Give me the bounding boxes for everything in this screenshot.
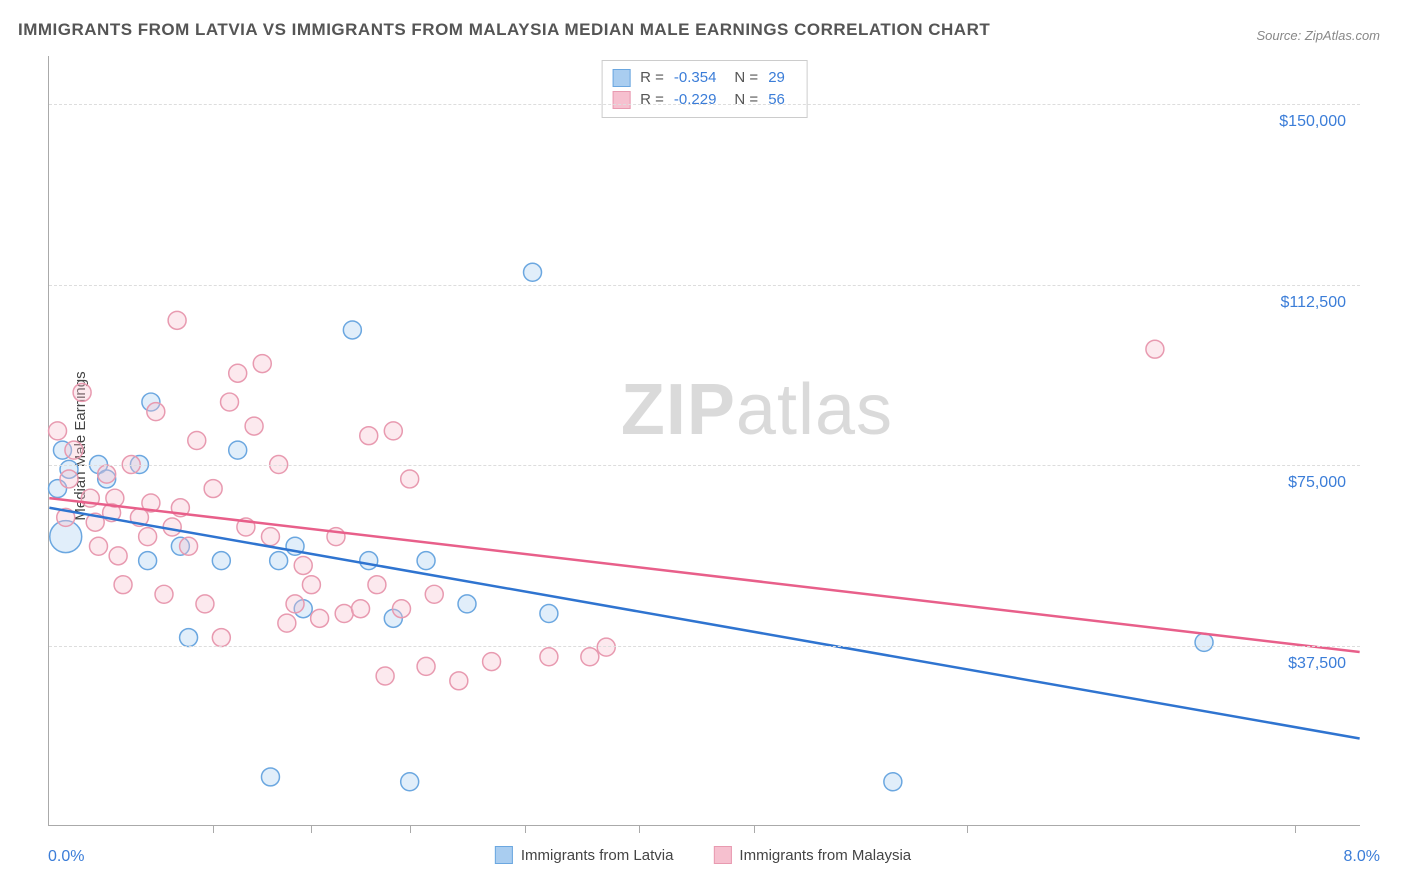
- x-tick: [410, 825, 411, 833]
- plot-area: ZIPatlas R = -0.354 N = 29 R = -0.229 N …: [48, 56, 1360, 826]
- data-point: [1146, 340, 1164, 358]
- data-point: [884, 773, 902, 791]
- y-tick-label: $37,500: [1288, 655, 1346, 673]
- data-point: [221, 393, 239, 411]
- x-tick: [311, 825, 312, 833]
- y-tick-label: $75,000: [1288, 474, 1346, 492]
- x-tick: [1295, 825, 1296, 833]
- stats-row-latvia: R = -0.354 N = 29: [612, 67, 793, 89]
- data-point: [368, 576, 386, 594]
- data-point: [270, 552, 288, 570]
- swatch-latvia-icon: [495, 846, 513, 864]
- data-point: [196, 595, 214, 613]
- data-point: [180, 537, 198, 555]
- data-point: [147, 403, 165, 421]
- data-point: [261, 768, 279, 786]
- swatch-latvia: [612, 69, 630, 87]
- trend-line: [49, 508, 1359, 739]
- data-point: [360, 427, 378, 445]
- data-point: [73, 383, 91, 401]
- data-point: [540, 648, 558, 666]
- data-point: [245, 417, 263, 435]
- data-point: [139, 552, 157, 570]
- data-point: [212, 552, 230, 570]
- gridline: [49, 465, 1360, 466]
- data-point: [335, 605, 353, 623]
- data-point: [450, 672, 468, 690]
- data-point: [302, 576, 320, 594]
- data-point: [98, 465, 116, 483]
- bottom-legend: Immigrants from Latvia Immigrants from M…: [495, 846, 911, 864]
- data-point: [278, 614, 296, 632]
- data-point: [163, 518, 181, 536]
- swatch-malaysia-icon: [713, 846, 731, 864]
- chart-container: IMMIGRANTS FROM LATVIA VS IMMIGRANTS FRO…: [0, 0, 1406, 892]
- x-tick: [967, 825, 968, 833]
- data-point: [376, 667, 394, 685]
- data-point: [360, 552, 378, 570]
- data-point: [384, 422, 402, 440]
- x-axis-start-label: 0.0%: [48, 848, 84, 866]
- data-point: [229, 441, 247, 459]
- x-tick: [754, 825, 755, 833]
- data-point: [352, 600, 370, 618]
- data-point: [417, 657, 435, 675]
- stats-legend-box: R = -0.354 N = 29 R = -0.229 N = 56: [601, 60, 808, 118]
- stats-row-malaysia: R = -0.229 N = 56: [612, 89, 793, 111]
- data-point: [155, 585, 173, 603]
- data-point: [458, 595, 476, 613]
- data-point: [168, 311, 186, 329]
- legend-item-malaysia: Immigrants from Malaysia: [713, 846, 911, 864]
- x-tick: [525, 825, 526, 833]
- data-point: [261, 528, 279, 546]
- x-tick: [639, 825, 640, 833]
- plot-svg: [49, 56, 1360, 825]
- data-point: [139, 528, 157, 546]
- y-tick-label: $112,500: [1280, 294, 1346, 312]
- data-point: [401, 470, 419, 488]
- chart-title: IMMIGRANTS FROM LATVIA VS IMMIGRANTS FRO…: [18, 20, 990, 40]
- data-point: [180, 629, 198, 647]
- y-tick-label: $150,000: [1279, 113, 1346, 131]
- data-point: [114, 576, 132, 594]
- data-point: [425, 585, 443, 603]
- data-point: [89, 537, 107, 555]
- data-point: [597, 638, 615, 656]
- legend-label-malaysia: Immigrants from Malaysia: [739, 847, 911, 864]
- data-point: [65, 441, 83, 459]
- x-tick: [213, 825, 214, 833]
- data-point: [253, 355, 271, 373]
- gridline: [49, 285, 1360, 286]
- data-point: [286, 595, 304, 613]
- data-point: [311, 609, 329, 627]
- x-axis-end-label: 8.0%: [1344, 848, 1380, 866]
- trend-line: [49, 498, 1359, 652]
- data-point: [294, 556, 312, 574]
- data-point: [581, 648, 599, 666]
- data-point: [1195, 633, 1213, 651]
- data-point: [483, 653, 501, 671]
- data-point: [417, 552, 435, 570]
- data-point: [540, 605, 558, 623]
- data-point: [204, 480, 222, 498]
- data-point: [401, 773, 419, 791]
- data-point: [343, 321, 361, 339]
- swatch-malaysia: [612, 91, 630, 109]
- data-point: [109, 547, 127, 565]
- legend-label-latvia: Immigrants from Latvia: [521, 847, 674, 864]
- gridline: [49, 646, 1360, 647]
- data-point: [60, 470, 78, 488]
- legend-item-latvia: Immigrants from Latvia: [495, 846, 674, 864]
- data-point: [212, 629, 230, 647]
- gridline: [49, 104, 1360, 105]
- data-point: [524, 263, 542, 281]
- data-point: [393, 600, 411, 618]
- data-point: [229, 364, 247, 382]
- source-attribution: Source: ZipAtlas.com: [1256, 28, 1380, 43]
- data-point: [49, 422, 67, 440]
- data-point: [188, 432, 206, 450]
